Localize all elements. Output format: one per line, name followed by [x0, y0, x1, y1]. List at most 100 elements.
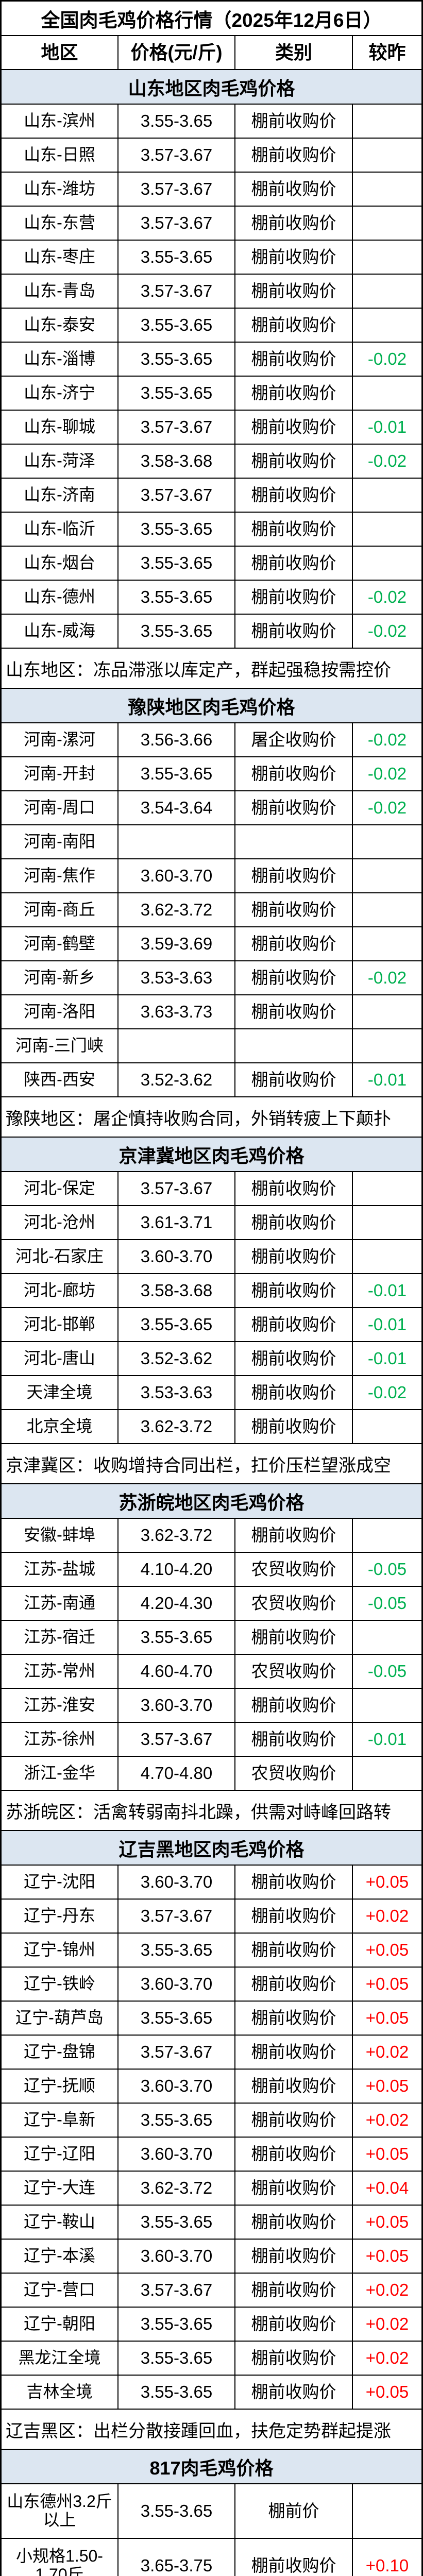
change-cell: -0.01: [352, 1063, 421, 1096]
table-row: 河北-廊坊 3.58-3.68 棚前收购价 -0.01: [2, 1273, 421, 1307]
category-cell: 棚前收购价: [234, 207, 352, 240]
table-row: 辽宁-本溪 3.60-3.70 棚前收购价 +0.05: [2, 2239, 421, 2273]
category-cell: 棚前收购价: [234, 1621, 352, 1654]
category-cell: 棚前收购价: [234, 1240, 352, 1273]
price-cell: 3.57-3.67: [117, 139, 234, 172]
table-row: 山东-日照 3.57-3.67 棚前收购价: [2, 138, 421, 172]
table-row: 辽宁-沈阳 3.60-3.70 棚前收购价 +0.05: [2, 1865, 421, 1899]
category-cell: 屠企收购价: [234, 723, 352, 756]
region-cell: 山东-青岛: [24, 281, 95, 300]
region-note: 京津冀区：收购增持合同出栏，扛价压栏望涨成空: [2, 1443, 421, 1483]
region-cell: 河南-周口: [24, 798, 95, 817]
price-cell: 3.60-3.70: [117, 1240, 234, 1273]
table-row: 小规格1.50-1.70斤 3.65-3.75 棚前收购价 +0.10: [2, 2538, 421, 2576]
price-cell: 3.57-3.67: [117, 1900, 234, 1933]
category-cell: 棚前收购价: [234, 893, 352, 926]
change-cell: +0.02: [352, 2308, 421, 2341]
category-cell: 棚前收购价: [234, 791, 352, 824]
region-note: 苏浙皖区：活禽转弱南抖北躁，供需对峙峰回路转: [2, 1790, 421, 1830]
change-cell: +0.05: [352, 2376, 421, 2409]
price-cell: 3.55-3.65: [117, 1308, 234, 1341]
category-cell: 农贸收购价: [234, 1655, 352, 1688]
change-cell: [352, 893, 421, 926]
category-cell: 棚前收购价: [234, 1519, 352, 1552]
table-row: 河南-鹤壁 3.59-3.69 棚前收购价: [2, 926, 421, 960]
change-cell: [352, 207, 421, 240]
region-cell: 山东-淄博: [24, 349, 95, 368]
category-cell: 棚前收购价: [234, 1689, 352, 1722]
change-cell: [352, 1240, 421, 1273]
region-cell: 辽宁-丹东: [24, 1906, 95, 1925]
change-cell: +0.05: [352, 1866, 421, 1899]
table-row: 辽宁-丹东 3.57-3.67 棚前收购价 +0.02: [2, 1899, 421, 1933]
region-note: 辽吉黑区：出栏分散接踵回血，扶危定势群起提涨: [2, 2409, 421, 2449]
change-cell: [352, 309, 421, 342]
price-cell: 3.57-3.67: [117, 207, 234, 240]
region-cell: 山东-临沂: [24, 519, 95, 538]
price-cell: 3.60-3.70: [117, 859, 234, 892]
price-cell: 3.57-3.67: [117, 1723, 234, 1756]
category-cell: 棚前收购价: [234, 961, 352, 994]
category-cell: 农贸收购价: [234, 1553, 352, 1586]
price-cell: 3.60-3.70: [117, 2138, 234, 2171]
region-cell: 辽宁-盘锦: [24, 2042, 95, 2061]
category-cell: 棚前收购价: [234, 411, 352, 444]
table-row: 陕西-西安 3.52-3.62 棚前收购价 -0.01: [2, 1062, 421, 1096]
region-cell: 吉林全境: [26, 2382, 93, 2401]
category-cell: 棚前收购价: [234, 377, 352, 410]
change-cell: +0.05: [352, 2070, 421, 2103]
table-row: 辽宁-葫芦岛 3.55-3.65 棚前收购价 +0.05: [2, 2001, 421, 2035]
section-header: 苏浙皖地区肉毛鸡价格: [2, 1483, 421, 1518]
category-cell: [234, 825, 352, 858]
change-cell: +0.05: [352, 2206, 421, 2239]
region-cell: 山东-日照: [24, 145, 95, 164]
price-cell: 3.62-3.72: [117, 1519, 234, 1552]
table-row: 河南-漯河 3.56-3.66 屠企收购价 -0.02: [2, 722, 421, 756]
category-cell: 棚前收购价: [234, 275, 352, 308]
category-cell: 棚前收购价: [234, 2240, 352, 2273]
change-cell: [352, 1029, 421, 1062]
price-cell: 3.60-3.70: [117, 1968, 234, 2001]
section-header: 山东地区肉毛鸡价格: [2, 69, 421, 104]
region-cell: 山东-威海: [24, 621, 95, 640]
price-cell: 3.55-3.65: [117, 2308, 234, 2341]
table-row: 河南-新乡 3.53-3.63 棚前收购价 -0.02: [2, 960, 421, 994]
change-cell: [352, 105, 421, 138]
price-cell: 4.10-4.20: [117, 1553, 234, 1586]
table-row: 河南-洛阳 3.63-3.73 棚前收购价: [2, 994, 421, 1028]
region-cell: 辽宁-营口: [24, 2280, 95, 2299]
region-cell: 山东-东营: [24, 213, 95, 232]
table-row: 辽宁-鞍山 3.55-3.65 棚前收购价 +0.05: [2, 2205, 421, 2239]
category-cell: 棚前收购价: [234, 859, 352, 892]
region-cell: 江苏-徐州: [24, 1730, 95, 1749]
change-cell: [352, 377, 421, 410]
category-cell: 棚前价: [234, 2484, 352, 2538]
change-cell: +0.02: [352, 1900, 421, 1933]
price-cell: 3.57-3.67: [117, 2274, 234, 2307]
category-cell: 棚前收购价: [234, 1274, 352, 1307]
region-cell: 山东-烟台: [24, 553, 95, 572]
category-cell: 棚前收购价: [234, 1206, 352, 1239]
region-cell: 河南-三门峡: [15, 1036, 104, 1055]
region-cell: 河南-洛阳: [24, 1002, 95, 1021]
region-cell: 河南-商丘: [24, 900, 95, 919]
category-cell: 棚前收购价: [234, 1308, 352, 1341]
table-row: 河南-三门峡: [2, 1028, 421, 1062]
price-cell: 3.55-3.65: [117, 615, 234, 648]
price-cell: 3.55-3.65: [117, 1621, 234, 1654]
change-cell: [352, 2484, 421, 2538]
table-row: 河北-唐山 3.52-3.62 棚前收购价 -0.01: [2, 1341, 421, 1375]
region-cell: 河北-唐山: [24, 1349, 95, 1368]
category-cell: 棚前收购价: [234, 2172, 352, 2205]
region-cell: 江苏-盐城: [24, 1560, 95, 1579]
category-cell: 棚前收购价: [234, 1172, 352, 1205]
change-cell: [352, 1689, 421, 1722]
table-row: 辽宁-锦州 3.55-3.65 棚前收购价 +0.05: [2, 1933, 421, 1967]
table-row: 山东-烟台 3.55-3.65 棚前收购价: [2, 546, 421, 580]
price-cell: 3.55-3.65: [117, 343, 234, 376]
price-cell: 3.53-3.63: [117, 1376, 234, 1409]
price-cell: 3.55-3.65: [117, 2002, 234, 2035]
region-cell: 江苏-南通: [24, 1594, 95, 1613]
table-row: 江苏-宿迁 3.55-3.65 棚前收购价: [2, 1620, 421, 1654]
category-cell: 棚前收购价: [234, 1968, 352, 2001]
